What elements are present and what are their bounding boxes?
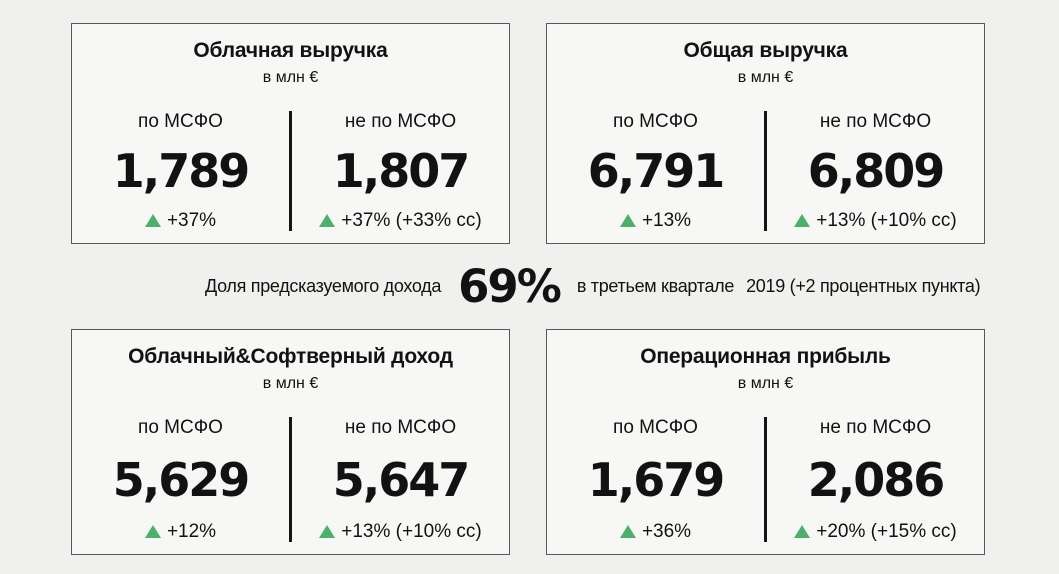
non-ifrs-label: не по МСФО (344, 111, 457, 132)
non-ifrs-label: не по МСФО (819, 111, 932, 132)
ifrs-value: 1,789 (112, 144, 251, 198)
column-divider (289, 111, 292, 231)
share-label: Доля предсказуемого дохода (205, 276, 442, 296)
card-body: по МСФО 6,791 +13% не по МСФО 6,809 +13%… (547, 111, 984, 243)
share-tail: в третьем квартале 2019 (+2 процентных п… (577, 276, 981, 297)
up-triangle-icon (144, 214, 161, 227)
card-title: Общая выручка (683, 39, 848, 62)
non-ifrs-column: не по МСФО 1,807 +37% (+33% cc) (292, 111, 509, 231)
non-ifrs-value: 5,647 (332, 452, 471, 507)
column-divider (764, 111, 767, 231)
ifrs-value: 6,791 (587, 144, 726, 198)
card-unit-label: в млн € (737, 69, 794, 86)
non-ifrs-change: +13% (+10% cc) (794, 210, 957, 231)
non-ifrs-value: 1,807 (332, 144, 471, 198)
share-value: 69% (458, 259, 562, 313)
card-unit-label: в млн € (737, 375, 794, 392)
non-ifrs-change: +13% (+10% cc) (319, 521, 482, 542)
up-triangle-icon (619, 525, 636, 538)
up-triangle-icon (144, 525, 161, 538)
non-ifrs-value: 2,086 (807, 452, 946, 507)
card-unit-label: в млн € (262, 69, 319, 86)
non-ifrs-label: не по МСФО (819, 417, 932, 438)
ifrs-column: по МСФО 1,789 +37% (72, 111, 289, 231)
non-ifrs-change-text: +37% (+33% cc) (341, 210, 482, 231)
ifrs-label: по МСФО (613, 417, 698, 438)
up-triangle-icon (794, 214, 811, 227)
non-ifrs-column: не по МСФО 2,086 +20% (+15% cc) (767, 417, 984, 542)
ifrs-change-text: +12% (166, 521, 217, 542)
column-divider (289, 417, 292, 542)
non-ifrs-column: не по МСФО 6,809 +13% (+10% cc) (767, 111, 984, 231)
predictable-revenue-share-line: Доля предсказуемого дохода 69% в третьем… (71, 244, 985, 329)
card-body: по МСФО 5,629 +12% не по МСФО 5,647 +13%… (72, 417, 509, 554)
ifrs-change-text: +37% (166, 210, 217, 231)
non-ifrs-change: +37% (+33% cc) (319, 210, 482, 231)
card-title: Облачная выручка (193, 39, 388, 62)
card-body: по МСФО 1,789 +37% не по МСФО 1,807 +37%… (72, 111, 509, 243)
ifrs-column: по МСФО 6,791 +13% (547, 111, 764, 231)
card-title: Операционная прибыль (640, 345, 891, 368)
share-note: 2019 (+2 процентных пункта) (746, 276, 981, 296)
ifrs-change: +36% (619, 521, 692, 542)
ifrs-change: +37% (144, 210, 217, 231)
ifrs-label: по МСФО (138, 417, 223, 438)
card-title: Облачный&Софтверный доход (128, 345, 453, 368)
card-body: по МСФО 1,679 +36% не по МСФО 2,086 +20%… (547, 417, 984, 554)
card-total-revenue: Общая выручка в млн € по МСФО 6,791 +13%… (546, 23, 985, 244)
non-ifrs-change: +20% (+15% cc) (794, 521, 957, 542)
ifrs-change-text: +36% (641, 521, 692, 542)
non-ifrs-column: не по МСФО 5,647 +13% (+10% cc) (292, 417, 509, 542)
ifrs-value: 5,629 (112, 452, 251, 507)
column-divider (764, 417, 767, 542)
up-triangle-icon (794, 525, 811, 538)
up-triangle-icon (319, 525, 336, 538)
card-unit-label: в млн € (262, 375, 319, 392)
non-ifrs-change-text: +13% (+10% cc) (816, 210, 957, 231)
non-ifrs-change-text: +13% (+10% cc) (341, 521, 482, 542)
ifrs-change-text: +13% (641, 210, 692, 231)
ifrs-column: по МСФО 5,629 +12% (72, 417, 289, 542)
non-ifrs-label: не по МСФО (344, 417, 457, 438)
card-operating-profit: Операционная прибыль в млн € по МСФО 1,6… (546, 329, 985, 555)
card-cloud-revenue: Облачная выручка в млн € по МСФО 1,789 +… (71, 23, 510, 244)
non-ifrs-change-text: +20% (+15% cc) (816, 521, 957, 542)
ifrs-change: +12% (144, 521, 217, 542)
ifrs-label: по МСФО (138, 111, 223, 132)
up-triangle-icon (619, 214, 636, 227)
card-cloud-software-revenue: Облачный&Софтверный доход в млн € по МСФ… (71, 329, 510, 555)
share-period: в третьем квартале (576, 276, 735, 296)
non-ifrs-value: 6,809 (807, 144, 946, 198)
ifrs-column: по МСФО 1,679 +36% (547, 417, 764, 542)
cards-grid: Облачная выручка в млн € по МСФО 1,789 +… (71, 23, 985, 555)
ifrs-change: +13% (619, 210, 692, 231)
up-triangle-icon (319, 214, 336, 227)
ifrs-value: 1,679 (587, 452, 726, 507)
ifrs-label: по МСФО (613, 111, 698, 132)
